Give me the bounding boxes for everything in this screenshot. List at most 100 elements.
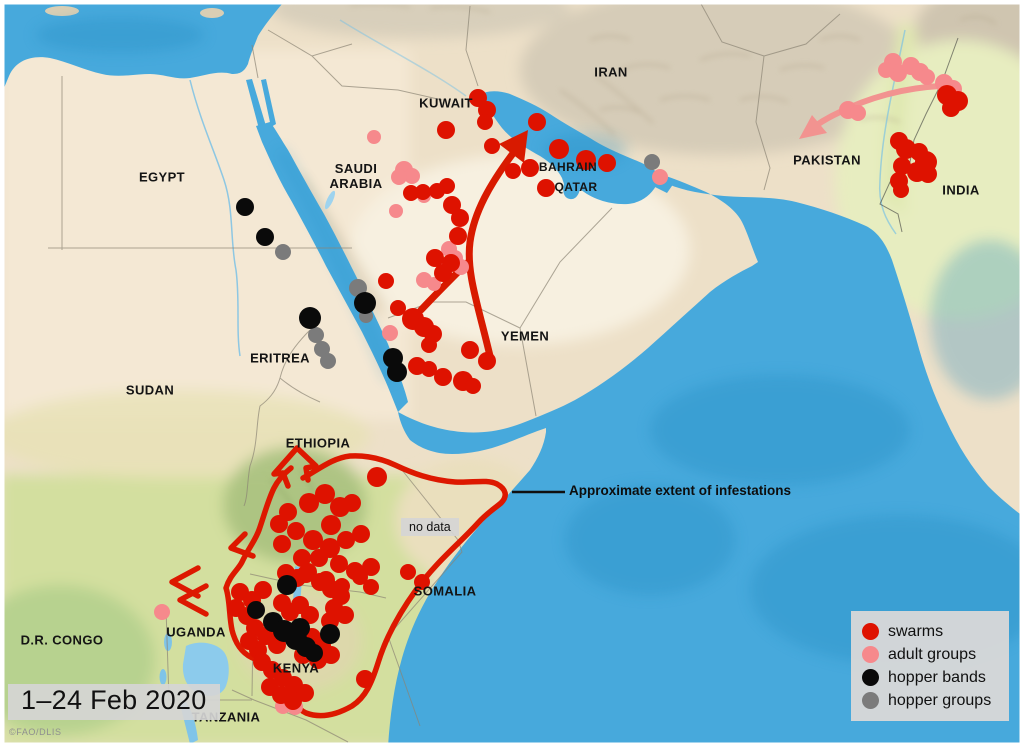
hopper-bands-dot xyxy=(247,601,265,619)
pink-arrowhead xyxy=(799,115,827,139)
legend-item-hopper-groups: hopper groups xyxy=(862,689,998,712)
hopper-bands-dot xyxy=(277,575,297,595)
swarms-dot xyxy=(505,163,521,179)
hopper-bands-dot xyxy=(236,198,254,216)
adult-groups-dot xyxy=(382,325,398,341)
legend-item-hopper-bands: hopper bands xyxy=(862,666,998,689)
legend-label-swarms: swarms xyxy=(888,622,944,640)
hopper-bands-dot xyxy=(290,618,310,638)
swarms-dot xyxy=(893,157,911,175)
swarms-dot xyxy=(363,579,379,595)
swarms-dot xyxy=(336,606,354,624)
adult-groups-dot xyxy=(652,169,668,185)
swarms-dot xyxy=(421,337,437,353)
swarms-dot xyxy=(284,692,302,710)
ocean-layer xyxy=(4,4,1024,747)
legend-dot-hopper-groups xyxy=(862,692,879,709)
swarms-dot xyxy=(378,273,394,289)
hopper-bands-dot xyxy=(305,644,323,662)
hopper-groups-dot xyxy=(308,327,324,343)
extent-arrow-west-1 xyxy=(169,565,201,599)
hopper-bands-dot xyxy=(299,307,321,329)
swarms-dot xyxy=(919,165,937,183)
swarms-dot xyxy=(598,154,616,172)
swarms-dot xyxy=(449,227,467,245)
adult-groups-dot xyxy=(427,277,441,291)
hopper-groups-dot xyxy=(320,353,336,369)
ridge-texture xyxy=(269,2,997,519)
swarms-dot xyxy=(299,493,319,513)
swarms-dot xyxy=(310,549,328,567)
swarms-dot xyxy=(352,525,370,543)
swarms-dot xyxy=(315,484,335,504)
extent-arrow-west-2 xyxy=(177,583,209,617)
adult-groups-dot xyxy=(391,169,407,185)
legend-dot-hopper-bands xyxy=(862,669,879,686)
swarms-dot xyxy=(484,138,500,154)
legend-item-swarms: swarms xyxy=(862,620,998,643)
swarms-dot xyxy=(437,121,455,139)
adult-groups-dot xyxy=(154,604,170,620)
adult-groups-dot xyxy=(367,130,381,144)
legend-label-hopper-bands: hopper bands xyxy=(888,668,986,686)
red-arrowhead xyxy=(499,130,528,163)
swarms-dot xyxy=(414,574,430,590)
swarms-dot xyxy=(465,378,481,394)
swarms-dot xyxy=(434,368,452,386)
swarms-dot xyxy=(299,563,317,581)
locust-dots-layer xyxy=(154,53,968,715)
legend-dot-adult-groups xyxy=(862,646,879,663)
swarms-dot xyxy=(415,184,431,200)
swarms-dot xyxy=(362,558,380,576)
swarms-dot xyxy=(549,139,569,159)
swarms-dot xyxy=(303,530,323,550)
swarms-dot xyxy=(321,515,341,535)
adult-groups-dot xyxy=(389,204,403,218)
hopper-bands-dot xyxy=(354,292,376,314)
no-data-label: no data xyxy=(401,518,459,536)
swarms-dot xyxy=(477,114,493,130)
swarms-dot xyxy=(367,467,387,487)
swarms-dot xyxy=(270,515,288,533)
adult-groups-dot xyxy=(850,105,866,121)
swarms-dot xyxy=(293,549,311,567)
swarms-dot xyxy=(429,183,445,199)
swarms-dot xyxy=(352,569,368,585)
swarms-dot xyxy=(240,632,258,650)
hopper-groups-dot xyxy=(275,244,291,260)
swarms-dot xyxy=(330,555,348,573)
adult-groups-dot xyxy=(404,168,420,184)
swarms-dot xyxy=(451,209,469,227)
swarms-dot xyxy=(434,264,452,282)
infestation-extent-outline xyxy=(169,445,508,719)
legend-dot-swarms xyxy=(862,623,879,640)
adult-groups-dot xyxy=(878,62,894,78)
swarms-dot xyxy=(461,341,479,359)
extent-arrow-north xyxy=(271,445,319,489)
extent-arrow-northwest xyxy=(228,531,256,559)
swarms-dot xyxy=(443,196,461,214)
swarms-dot xyxy=(356,670,374,688)
hopper-bands-dot xyxy=(256,228,274,246)
swarms-dot xyxy=(301,606,319,624)
swarms-dot xyxy=(343,494,361,512)
legend-item-adult-groups: adult groups xyxy=(862,643,998,666)
cyprus-island xyxy=(200,8,224,18)
hopper-bands-dot xyxy=(320,624,340,644)
swarms-dot xyxy=(478,352,496,370)
swarms-dot xyxy=(254,581,272,599)
swarms-dot xyxy=(337,531,355,549)
swarms-dot xyxy=(893,182,909,198)
swarms-dot xyxy=(421,361,437,377)
swarms-dot xyxy=(576,150,596,170)
crete-island xyxy=(45,6,79,16)
swarms-dot xyxy=(537,179,555,197)
swarms-dot xyxy=(287,522,305,540)
map-legend: swarms adult groups hopper bands hopper gro… xyxy=(851,611,1009,721)
swarms-dot xyxy=(521,159,539,177)
swarms-dot xyxy=(403,185,419,201)
swarms-dot xyxy=(273,594,291,612)
swarms-dot xyxy=(942,99,960,117)
swarms-dot xyxy=(528,113,546,131)
